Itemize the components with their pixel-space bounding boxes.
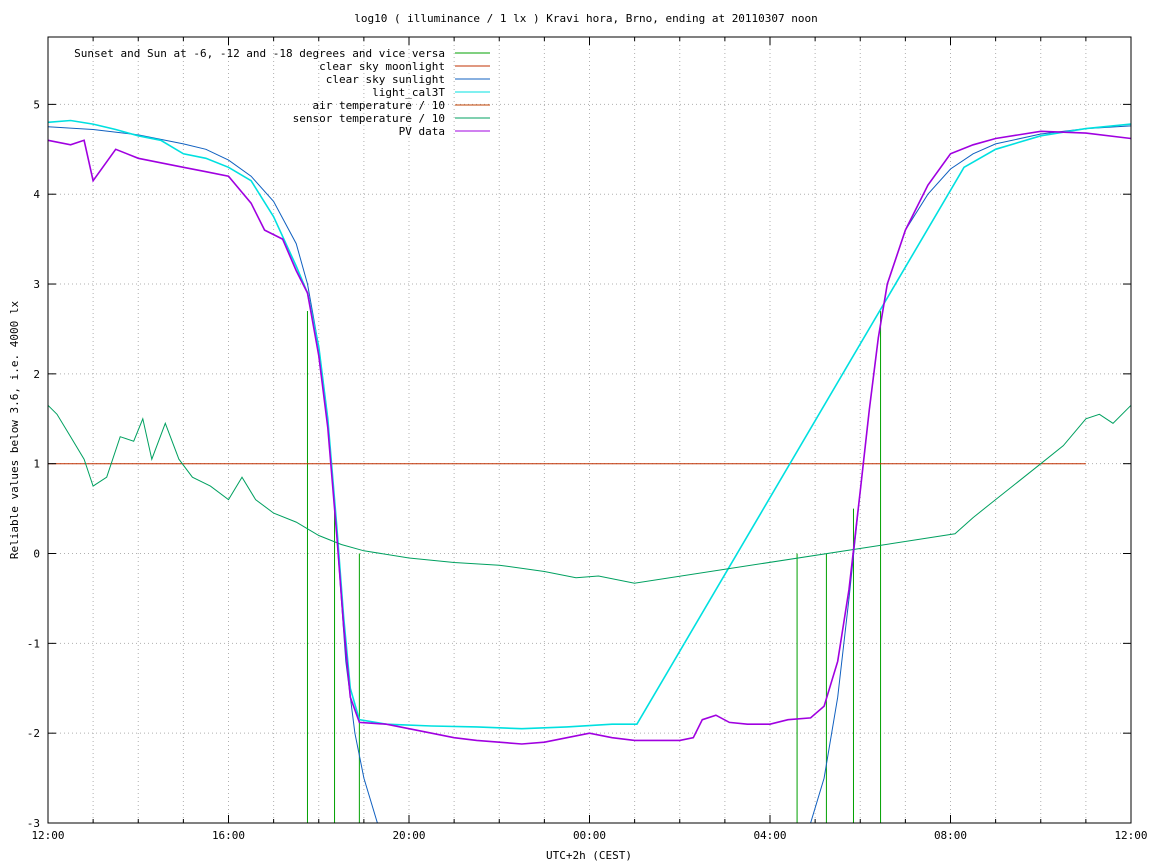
x-axis-label: UTC+2h (CEST) bbox=[546, 849, 632, 862]
y-axis-label: Reliable values below 3.6, i.e. 4000 lx bbox=[8, 300, 21, 559]
chart-title: log10 ( illuminance / 1 lx ) Kravi hora,… bbox=[354, 12, 818, 25]
x-tick-label: 08:00 bbox=[934, 829, 967, 842]
legend-label: air temperature / 10 bbox=[313, 99, 445, 112]
x-tick-label: 20:00 bbox=[392, 829, 425, 842]
y-tick-label: -1 bbox=[27, 637, 40, 650]
legend-label: clear sky sunlight bbox=[326, 73, 445, 86]
axis-ticks: -3 -2 -1 0 1 2 3 4 5 12:00 16:00 20:00 00:00 04:00 08:… bbox=[27, 37, 1148, 842]
y-tick-label: 0 bbox=[33, 548, 40, 561]
y-tick-label: -3 bbox=[27, 817, 40, 830]
series-6-line bbox=[47, 130, 1132, 745]
legend-label: Sunset and Sun at -6, -12 and -18 degree… bbox=[74, 47, 445, 60]
y-tick-label: 1 bbox=[33, 458, 40, 471]
series-5-line bbox=[47, 404, 1132, 584]
x-tick-label: 12:00 bbox=[1114, 829, 1147, 842]
legend-label: light_cal3T bbox=[372, 86, 445, 99]
x-tick-label: 16:00 bbox=[212, 829, 245, 842]
y-tick-label: 2 bbox=[33, 368, 40, 381]
y-tick-label: -2 bbox=[27, 727, 40, 740]
series-lines bbox=[47, 119, 1132, 824]
y-tick-label: 3 bbox=[33, 278, 40, 291]
x-tick-label: 12:00 bbox=[31, 829, 64, 842]
legend-label: sensor temperature / 10 bbox=[293, 112, 445, 125]
y-tick-label: 5 bbox=[33, 98, 40, 111]
legend-label: PV data bbox=[399, 125, 445, 138]
x-tick-label: 00:00 bbox=[573, 829, 606, 842]
legend: Sunset and Sun at -6, -12 and -18 degree… bbox=[74, 47, 490, 138]
series-2-line bbox=[47, 125, 1132, 824]
y-tick-label: 4 bbox=[33, 188, 40, 201]
legend-label: clear sky moonlight bbox=[319, 60, 445, 73]
grid bbox=[48, 37, 1131, 823]
x-tick-label: 04:00 bbox=[753, 829, 786, 842]
